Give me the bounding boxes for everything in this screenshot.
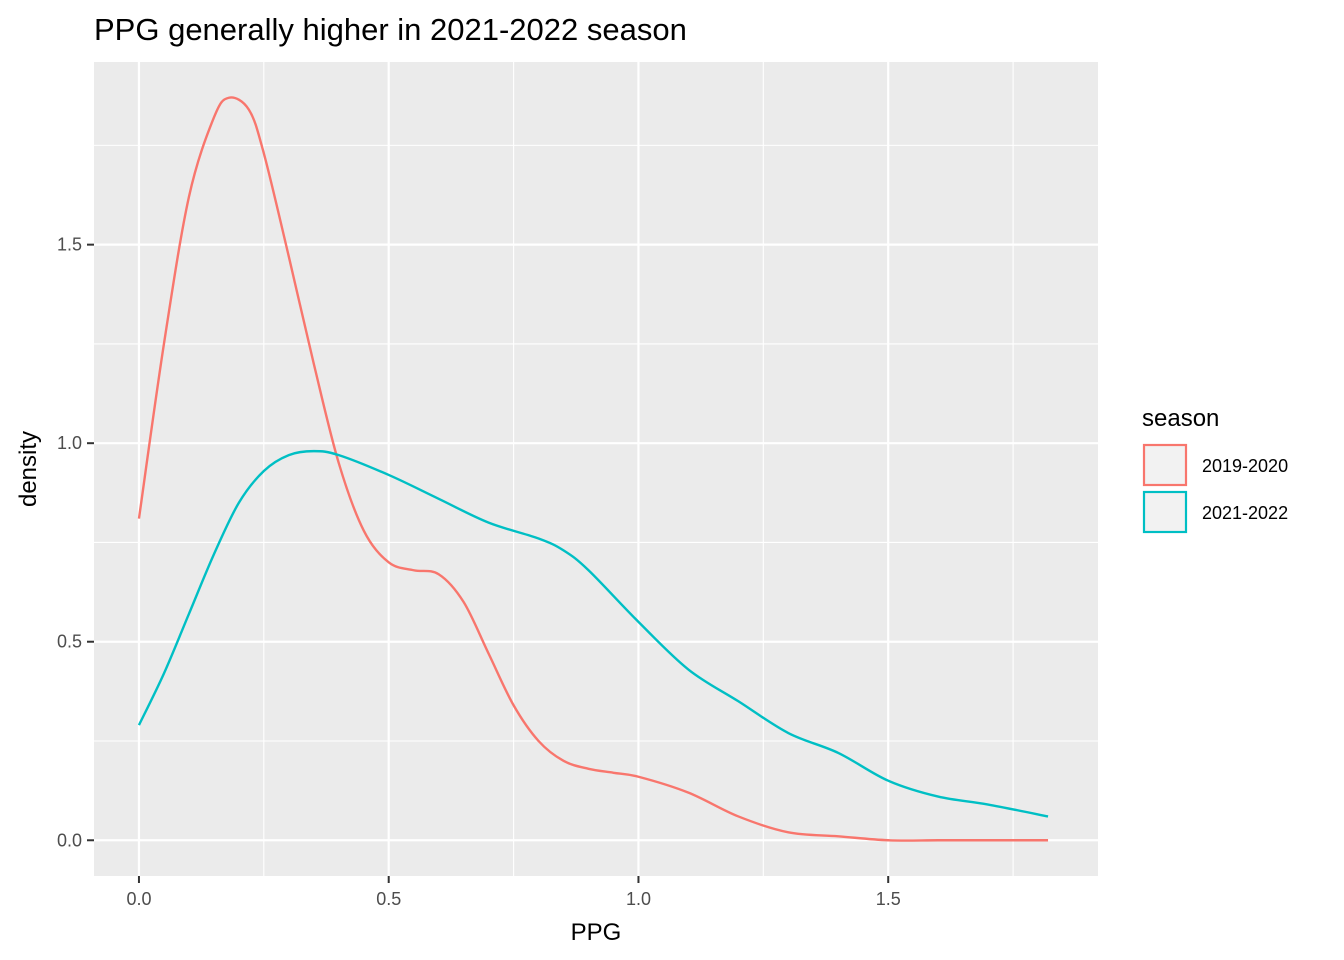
plot-panel: [94, 62, 1098, 876]
x-axis-title: PPG: [571, 919, 622, 946]
legend-key-2021-2022: [1142, 490, 1188, 534]
y-axis: 0.0 0.5 1.0 1.5: [57, 235, 94, 850]
x-tick-label: 0.0: [126, 889, 151, 909]
legend: season 2019-2020 2021-2022: [1142, 405, 1288, 534]
legend-label-2021-2022: 2021-2022: [1202, 503, 1288, 523]
y-tick-label: 1.0: [57, 433, 82, 453]
y-tick-label: 0.0: [57, 830, 82, 850]
legend-label-2019-2020: 2019-2020: [1202, 456, 1288, 476]
x-tick-label: 0.5: [376, 889, 401, 909]
series-line-2021-2022: [137, 449, 1049, 818]
series-line-2019-2020: [137, 96, 1049, 842]
legend-key-2019-2020: [1142, 443, 1188, 487]
y-tick-label: 0.5: [57, 632, 82, 652]
legend-items: 2019-2020 2021-2022: [1142, 443, 1288, 534]
y-tick-label: 1.5: [57, 235, 82, 255]
y-axis-title: density: [15, 431, 42, 507]
x-tick-label: 1.0: [626, 889, 651, 909]
chart-title: PPG generally higher in 2021-2022 season: [94, 12, 687, 47]
x-axis: 0.0 0.5 1.0 1.5: [126, 876, 901, 909]
legend-title: season: [1142, 405, 1219, 432]
x-tick-label: 1.5: [876, 889, 901, 909]
grid-minor: [94, 62, 1098, 876]
series-lines: [137, 96, 1049, 842]
